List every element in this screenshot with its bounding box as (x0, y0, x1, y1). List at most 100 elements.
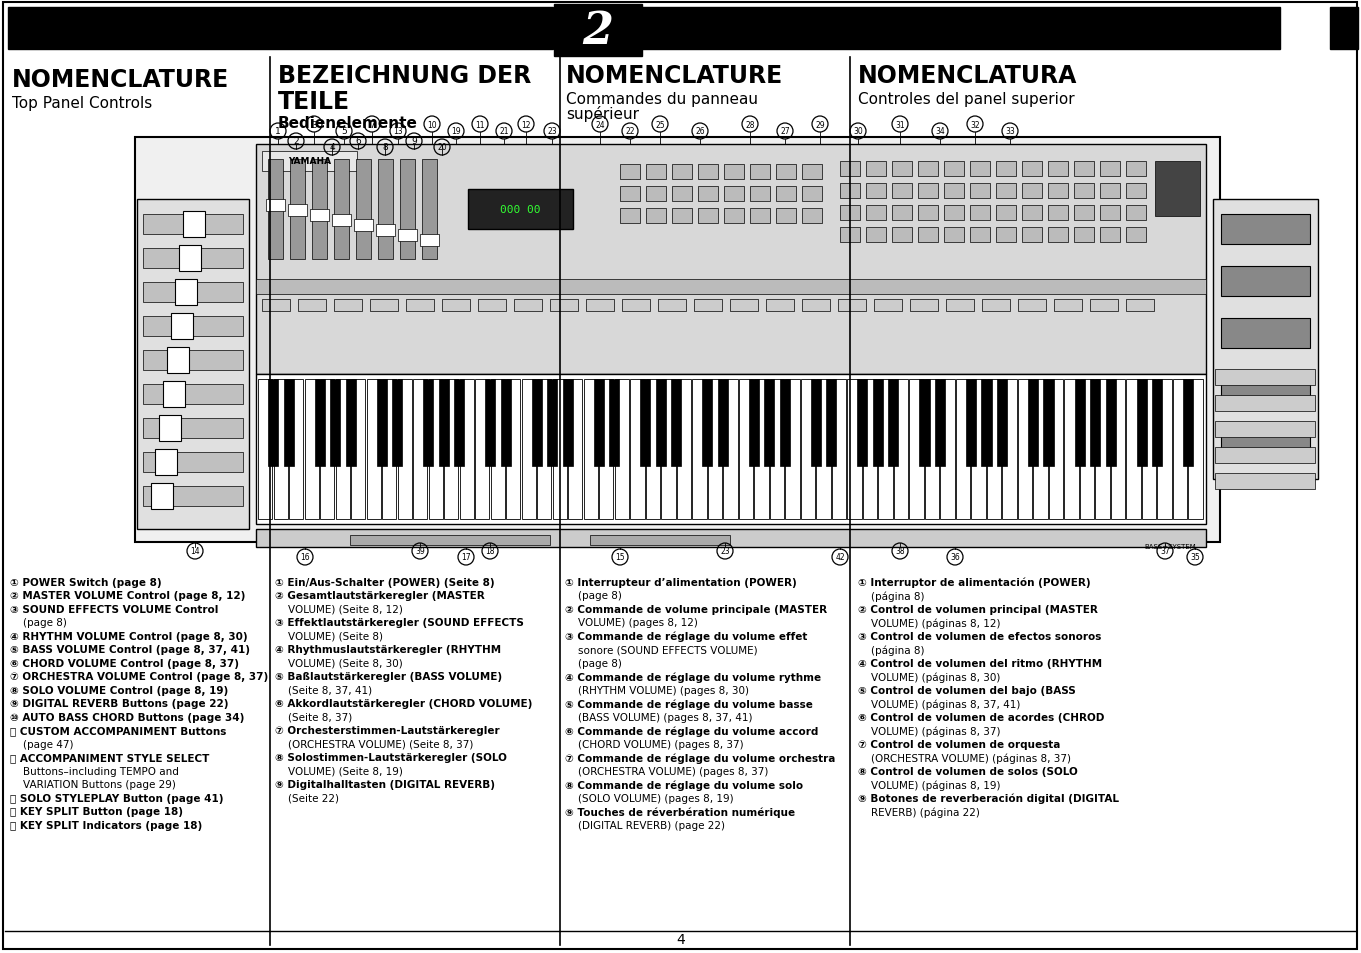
Text: ⑧ Commande de réglage du volume solo: ⑧ Commande de réglage du volume solo (565, 780, 803, 790)
Bar (780, 379, 789, 466)
Bar (1044, 379, 1053, 466)
Bar (312, 160, 327, 260)
Bar (406, 299, 434, 312)
Bar (970, 162, 989, 177)
Bar (377, 379, 387, 466)
Bar (970, 184, 989, 199)
Bar (891, 184, 912, 199)
Bar (840, 162, 860, 177)
Bar (656, 379, 666, 466)
Bar (256, 280, 1206, 294)
Bar (143, 453, 244, 473)
Bar (370, 299, 397, 312)
Bar (945, 184, 964, 199)
Bar (945, 206, 964, 221)
Bar (1003, 379, 1017, 519)
Bar (475, 379, 490, 519)
Bar (996, 228, 1017, 243)
Bar (1053, 299, 1082, 312)
Bar (378, 160, 393, 260)
Text: ① Ein/Aus-Schalter (POWER) (Seite 8): ① Ein/Aus-Schalter (POWER) (Seite 8) (275, 578, 494, 587)
Bar (749, 379, 759, 466)
Bar (414, 379, 427, 519)
Bar (1028, 379, 1038, 466)
Text: (Seite 8, 37, 41): (Seite 8, 37, 41) (275, 685, 372, 696)
Text: ⑥ Commande de réglage du volume accord: ⑥ Commande de réglage du volume accord (565, 726, 818, 737)
Text: VOLUME) (páginas 8, 37, 41): VOLUME) (páginas 8, 37, 41) (857, 699, 1021, 709)
Text: ① Interrupteur d’alimentation (POWER): ① Interrupteur d’alimentation (POWER) (565, 578, 796, 587)
Bar (996, 206, 1017, 221)
Text: ② MASTER VOLUME Control (page 8, 12): ② MASTER VOLUME Control (page 8, 12) (10, 591, 245, 601)
Bar (1074, 184, 1094, 199)
Bar (724, 187, 744, 202)
Bar (672, 165, 691, 180)
Bar (357, 160, 372, 260)
Bar (400, 160, 415, 260)
Text: VOLUME) (páginas 8, 19): VOLUME) (páginas 8, 19) (857, 780, 1000, 790)
Bar (485, 379, 495, 466)
Bar (137, 200, 249, 530)
Bar (298, 299, 327, 312)
Text: ⑤ Control de volumen del bajo (BASS: ⑤ Control de volumen del bajo (BASS (857, 685, 1075, 696)
Text: sonore (SOUND EFFECTS VOLUME): sonore (SOUND EFFECTS VOLUME) (565, 645, 758, 655)
Text: 42: 42 (836, 553, 845, 562)
Bar (1100, 162, 1120, 177)
Bar (817, 379, 830, 519)
Bar (776, 209, 796, 224)
Bar (1022, 162, 1043, 177)
Bar (429, 379, 442, 519)
Bar (800, 379, 815, 519)
Bar (263, 299, 290, 312)
Bar (336, 379, 350, 519)
Bar (1215, 448, 1315, 463)
Bar (455, 379, 464, 466)
Bar (562, 379, 573, 466)
Bar (920, 379, 930, 466)
Bar (354, 220, 373, 232)
Bar (1049, 379, 1063, 519)
Bar (171, 314, 193, 339)
Text: ② Control de volumen principal (MASTER: ② Control de volumen principal (MASTER (857, 604, 1098, 615)
Bar (646, 187, 666, 202)
Bar (723, 379, 738, 519)
Bar (591, 536, 729, 545)
Bar (615, 379, 629, 519)
Bar (143, 316, 244, 336)
Text: 23: 23 (720, 547, 729, 556)
Bar (259, 379, 272, 519)
Bar (422, 160, 437, 260)
Bar (1126, 162, 1146, 177)
Text: (CHORD VOLUME) (pages 8, 37): (CHORD VOLUME) (pages 8, 37) (565, 740, 743, 749)
Bar (600, 8, 1279, 50)
Bar (256, 145, 1206, 375)
Bar (672, 187, 691, 202)
Bar (672, 209, 691, 224)
Bar (693, 379, 706, 519)
Bar (1096, 379, 1109, 519)
Bar (802, 187, 822, 202)
Bar (289, 205, 308, 216)
Bar (1126, 184, 1146, 199)
Bar (1151, 379, 1162, 466)
Bar (776, 187, 796, 202)
Text: 5: 5 (342, 128, 347, 136)
Bar (998, 379, 1007, 466)
Bar (919, 162, 938, 177)
Bar (442, 299, 470, 312)
Bar (350, 536, 550, 545)
Bar (1221, 371, 1311, 400)
Bar (750, 209, 770, 224)
Bar (553, 379, 568, 519)
Bar (305, 379, 318, 519)
Bar (143, 351, 244, 371)
Bar (776, 165, 796, 180)
Text: 14: 14 (191, 547, 200, 556)
Bar (724, 209, 744, 224)
Bar (159, 416, 181, 441)
Text: 11: 11 (475, 120, 485, 130)
Text: ② Commande de volume principale (MASTER: ② Commande de volume principale (MASTER (565, 604, 827, 615)
Text: 8: 8 (382, 143, 388, 152)
Bar (1100, 206, 1120, 221)
Text: YAMAHA: YAMAHA (289, 157, 332, 167)
Text: Top Panel Controls: Top Panel Controls (12, 96, 152, 111)
